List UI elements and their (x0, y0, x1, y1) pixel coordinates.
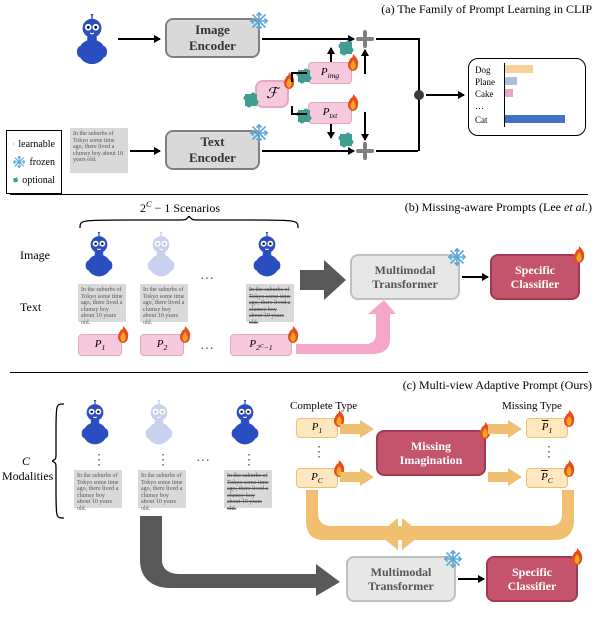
robot-c1 (76, 400, 114, 446)
plus-icon (356, 30, 374, 48)
text-b1: In the suburbs of Tokyo some time ago, t… (78, 284, 126, 322)
divider (10, 194, 588, 195)
robot-bn (248, 232, 286, 278)
brace-left (52, 402, 66, 520)
flame-icon (346, 54, 360, 72)
flame-icon (346, 94, 360, 112)
puzzle-icon (338, 132, 354, 148)
text-label: Text (20, 300, 41, 315)
legend: learnable frozen optional (6, 130, 62, 194)
dots: ⋮ (156, 452, 172, 469)
varrow (364, 50, 366, 74)
bar-label-cake: Cake (475, 89, 494, 99)
multimodal-transformer-c: Multimodal Transformer (346, 556, 456, 602)
robot-cn (226, 400, 264, 446)
dots: ⋮ (542, 444, 558, 461)
dots: … (200, 268, 216, 284)
robot-b2-dim (142, 232, 180, 278)
yarrow (340, 420, 374, 438)
snow-icon (250, 12, 268, 30)
specific-classifier-b: Specific Classifier (490, 254, 580, 300)
puzzle-icon (296, 108, 312, 124)
merge-dot (414, 90, 424, 100)
flame-icon (178, 326, 192, 344)
pn-box: P2C−1 (230, 334, 292, 356)
arrow (118, 38, 160, 40)
snow-icon (250, 124, 268, 142)
divider (10, 372, 588, 373)
brace-top (78, 216, 300, 230)
missing-label: Missing Type (502, 400, 562, 412)
bar-label-dots: … (475, 101, 484, 111)
complete-label: Complete Type (290, 400, 357, 412)
missing-imagination-box: Missing Imagination (376, 430, 486, 476)
big-arrow-gray (300, 260, 346, 300)
image-label: Image (20, 248, 50, 263)
puzzle-icon (243, 92, 259, 108)
flame-icon (562, 410, 576, 428)
legend-learnable: learnable (13, 135, 55, 153)
panel-b-title: (b) Missing-aware Prompts (Lee et al.) (405, 200, 592, 215)
yarrow (488, 468, 522, 486)
arrow (262, 150, 354, 152)
robot-c2-dim (140, 400, 178, 446)
varrow (330, 48, 332, 62)
text-encoder-box: Text Encoder (165, 130, 260, 170)
bar-label-plane: Plane (475, 77, 495, 87)
panel-c-title: (c) Multi-view Adaptive Prompt (Ours) (403, 378, 592, 393)
arrow (130, 150, 160, 152)
varrow (364, 112, 366, 140)
arrow (462, 276, 488, 278)
scenarios-label: 2C − 1 Scenarios (140, 200, 220, 216)
image-encoder-box: Image Encoder (165, 18, 260, 58)
yarrow (488, 420, 522, 438)
text-c1: In the suburbs of Tokyo some time ago, t… (74, 470, 122, 508)
puzzle-icon (296, 68, 312, 84)
bar-plane (505, 77, 517, 85)
modalities-label: C Modalities (2, 454, 50, 484)
bar-cat (505, 115, 565, 123)
dots: … (200, 338, 216, 354)
plus-icon (356, 142, 374, 160)
flame-icon (570, 548, 584, 566)
varrow (330, 124, 332, 138)
dots: ⋮ (92, 452, 108, 469)
ptxt-label: Ptxt (323, 106, 337, 120)
text-cn-struck: In the suburbs of Tokyo some time ago, t… (224, 470, 272, 508)
text-c2: In the suburbs of Tokyo some time ago, t… (138, 470, 186, 508)
bar-dog (505, 65, 533, 73)
multimodal-transformer-b: Multimodal Transformer (350, 254, 460, 300)
sample-text-a: In the suburbs of Tokyo some time ago, t… (70, 128, 128, 173)
specific-classifier-c: Specific Classifier (486, 556, 578, 602)
pimg-label: Pimg (321, 66, 339, 80)
flame-icon (572, 246, 586, 264)
bar-cake (505, 89, 513, 97)
robot-b1 (80, 232, 118, 278)
flame-icon (562, 460, 576, 478)
snow-icon (448, 248, 466, 266)
arrow (458, 578, 484, 580)
output-chart: Dog Plane Cake … Cat (468, 58, 586, 136)
bar-label-cat: Cat (475, 115, 488, 125)
yarrow-down2 (378, 490, 578, 550)
dots: ⋮ (242, 452, 258, 469)
flame-icon (282, 72, 296, 90)
dots: ⋮ (312, 444, 328, 461)
snow-icon (444, 550, 462, 568)
arrow (426, 94, 464, 96)
legend-frozen: frozen (13, 153, 55, 171)
yarrow (340, 468, 374, 486)
big-arrow-pink (296, 300, 396, 356)
flame-icon (116, 326, 130, 344)
text-bn-struck: In the suburbs of Tokyo some time ago, t… (246, 284, 294, 322)
dots: … (196, 450, 212, 466)
robot-a (70, 14, 114, 66)
legend-optional: optional (13, 171, 55, 189)
text-b2: In the suburbs of Tokyo some time ago, t… (140, 284, 188, 322)
bar-label-dog: Dog (475, 65, 491, 75)
panel-a-title: (a) The Family of Prompt Learning in CLI… (381, 2, 592, 17)
